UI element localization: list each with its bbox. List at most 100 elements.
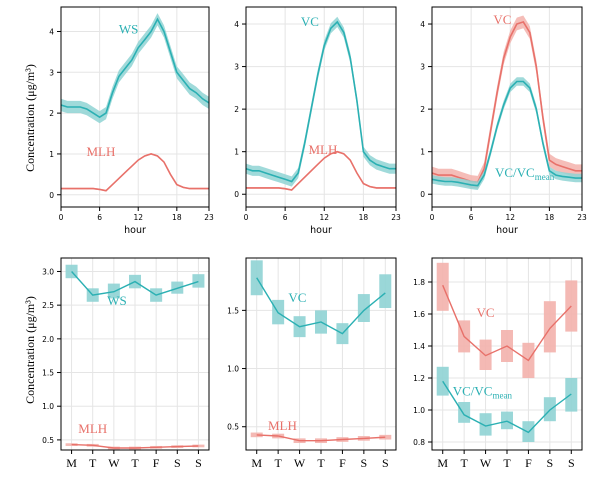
x-tick-label: W [294,456,306,470]
y-tick-label: 0 [420,190,425,199]
y-tick-label: 4 [234,20,239,29]
plot-area [65,264,205,450]
y-tick-label: 1 [49,150,54,159]
series-line [246,150,396,191]
y-tick-label: 1.5 [42,369,54,378]
series-line [442,380,572,434]
plot-area [436,262,578,442]
series-label: MLH [86,144,115,159]
y-tick-label: 2 [234,105,239,114]
x-axis: 0 6 12 18 23 hour [430,207,587,236]
y-axis-label-top: Concentration (μg/m³) [23,64,37,172]
x-axis: 0 6 12 18 23 hour [59,207,214,236]
y-tick-label: 1.2 [413,374,425,383]
series-line [256,277,386,335]
series-mlh [246,150,396,191]
x-tick-label: T [131,456,139,470]
x-tick-label: M [437,456,448,470]
y-tick-label: 1.8 [413,278,425,287]
series-label: WS [107,293,127,308]
x-tick-label: F [339,456,346,470]
confidence-band [61,153,209,192]
error-box [192,444,205,448]
plot-area [246,16,396,191]
series-line [256,434,386,442]
x-axis-label: hour [310,225,332,236]
y-axis-label-bottom: Concentration (μg/m³) [23,296,37,404]
x-tick-label: 23 [577,213,587,222]
x-tick-label: T [460,456,468,470]
top-ylabel: Concentration (μg/m³) [23,64,37,172]
series-mlh [250,432,392,444]
x-axis: 0 6 12 18 23 hour [244,207,401,236]
y-tick-label: 3 [49,68,54,77]
series-vc [250,260,392,345]
error-box [192,274,205,288]
error-box [479,413,492,436]
series-ws [65,264,205,302]
series-label: MLH [78,421,107,436]
x-tick-label: S [547,456,554,470]
series-label: VC [493,12,511,27]
confidence-band [61,13,209,124]
series-label: VC [288,290,306,305]
x-tick-label: 0 [430,213,435,222]
series-label: MLH [268,418,297,433]
series-label: VC/VCmean [495,165,555,182]
x-axis-label: hour [496,225,518,236]
y-tick-label: 0 [234,190,239,199]
series-label: MLH [309,142,338,157]
x-tick-label: 18 [545,213,555,222]
x-tick-label: S [382,456,389,470]
series-ws [61,13,209,124]
series-vc [246,16,396,187]
y-tick-label: 3 [420,63,425,72]
series-line [442,284,572,362]
series-label: VC [301,14,319,29]
x-tick-label: 12 [505,213,515,222]
series-line [432,80,582,187]
x-tick-label: 18 [359,213,369,222]
x-tick-label: W [480,456,492,470]
x-tick-label: 18 [172,213,182,222]
x-tick-label: 6 [283,213,288,222]
y-tick-label: 0.8 [413,438,425,447]
x-tick-label: F [153,456,160,470]
y-tick-label: 3 [234,63,239,72]
y-tick-label: 1.0 [227,365,239,374]
panel-frame [245,6,397,208]
y-tick-label: 2.0 [42,335,54,344]
x-tick-label: 6 [97,213,102,222]
series-line [61,153,209,192]
series-vc-vcmean [432,77,582,190]
x-tick-label: S [568,456,575,470]
error-box [65,443,78,446]
series-line [71,443,199,449]
x-tick-label: S [361,456,368,470]
confidence-band [246,16,396,187]
panel-frame [60,6,210,208]
x-tick-label: S [174,456,181,470]
y-tick-label: 1.0 [42,402,54,411]
y-tick-label: 0.5 [42,436,54,445]
confidence-band [432,15,582,189]
bottom-ylabel: Concentration (μg/m³) [23,296,37,404]
x-tick-label: 0 [244,213,249,222]
x-tick-label: S [195,456,202,470]
series-vc [436,262,578,378]
y-tick-label: 3.0 [42,267,54,276]
series-mlh [61,153,209,192]
series-vc-vcmean [436,366,578,442]
panel-frame [431,6,583,208]
y-axis: 0 1 2 3 4 [49,27,61,200]
series-line [61,17,209,119]
series-label: WS [119,22,139,37]
x-tick-label: T [317,456,325,470]
